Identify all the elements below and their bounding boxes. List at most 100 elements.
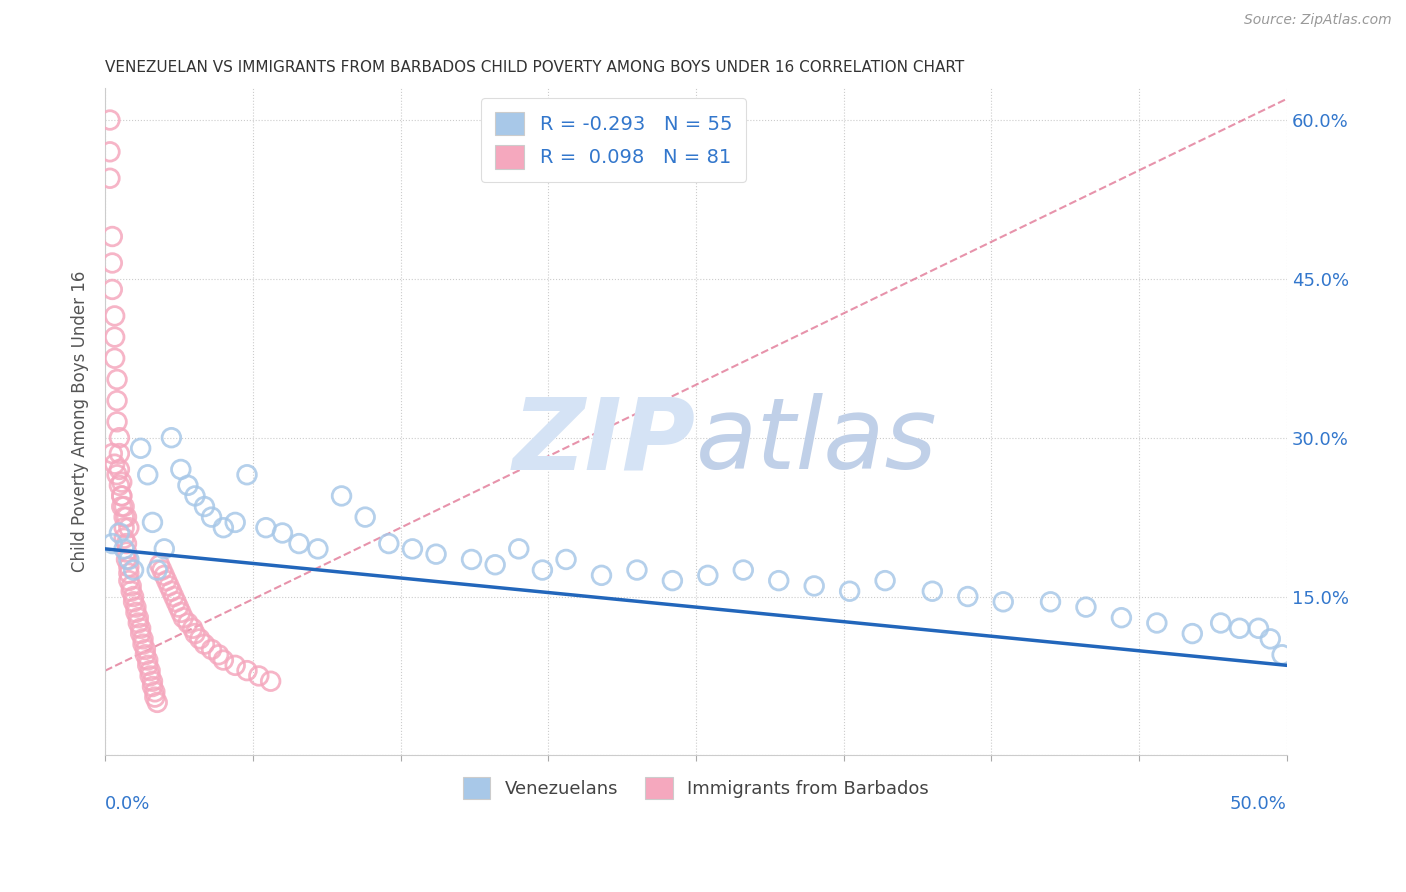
Point [956,590,979,604]
Point [401,541,423,556]
Point [105,415,128,429]
Point [165,595,187,609]
Point [101,446,124,460]
Point [146,695,169,709]
Point [460,552,482,566]
Point [120,579,142,593]
Point [188,632,211,646]
Point [993,595,1015,609]
Point [378,536,401,550]
Point [236,467,259,482]
Point [98,113,121,128]
Point [136,658,159,673]
Point [111,489,134,503]
Point [184,626,207,640]
Point [212,521,235,535]
Y-axis label: Child Poverty Among Boys Under 16: Child Poverty Among Boys Under 16 [72,271,89,573]
Point [108,431,131,445]
Point [1247,621,1270,635]
Point [101,282,124,296]
Point [136,467,159,482]
Point [127,610,149,624]
Point [115,510,138,524]
Point [150,563,173,577]
Point [696,568,718,582]
Point [172,610,194,624]
Point [170,462,193,476]
Legend: Venezuelans, Immigrants from Barbados: Venezuelans, Immigrants from Barbados [456,770,936,806]
Point [132,637,155,651]
Point [104,330,127,344]
Point [177,615,200,630]
Point [132,632,155,646]
Text: 50.0%: 50.0% [1230,796,1286,814]
Point [112,510,135,524]
Point [101,229,124,244]
Point [838,584,860,599]
Point [111,475,134,490]
Text: 0.0%: 0.0% [105,796,150,814]
Point [1209,615,1232,630]
Point [108,446,131,460]
Point [125,600,148,615]
Point [112,521,135,535]
Point [104,309,127,323]
Point [141,680,163,694]
Point [111,500,134,514]
Point [104,457,127,471]
Point [104,351,127,366]
Point [259,674,281,689]
Point [134,642,156,657]
Point [167,600,190,615]
Point [733,563,755,577]
Point [160,584,183,599]
Point [1039,595,1062,609]
Point [531,563,554,577]
Point [200,642,222,657]
Text: VENEZUELAN VS IMMIGRANTS FROM BARBADOS CHILD POVERTY AMONG BOYS UNDER 16 CORRELA: VENEZUELAN VS IMMIGRANTS FROM BARBADOS C… [105,60,965,75]
Point [105,393,128,408]
Point [153,541,176,556]
Point [254,521,277,535]
Point [120,584,142,599]
Point [307,541,329,556]
Point [354,510,377,524]
Point [184,489,207,503]
Point [484,558,506,572]
Point [112,531,135,545]
Point [129,621,152,635]
Point [803,579,825,593]
Point [108,462,131,476]
Point [1258,632,1281,646]
Point [101,256,124,270]
Point [105,372,128,386]
Point [160,431,183,445]
Point [177,478,200,492]
Point [141,674,163,689]
Point [1181,626,1204,640]
Point [875,574,897,588]
Point [136,653,159,667]
Point [212,653,235,667]
Point [163,590,186,604]
Point [141,516,163,530]
Point [247,669,270,683]
Point [271,526,294,541]
Point [139,664,162,678]
Point [105,467,128,482]
Point [112,500,135,514]
Text: ZIP: ZIP [513,393,696,491]
Point [156,574,179,588]
Point [122,590,145,604]
Point [118,574,141,588]
Point [288,536,311,550]
Point [768,574,790,588]
Point [1229,621,1251,635]
Point [139,669,162,683]
Point [127,615,149,630]
Point [98,145,121,159]
Point [661,574,683,588]
Point [508,541,530,556]
Point [112,541,135,556]
Point [200,510,222,524]
